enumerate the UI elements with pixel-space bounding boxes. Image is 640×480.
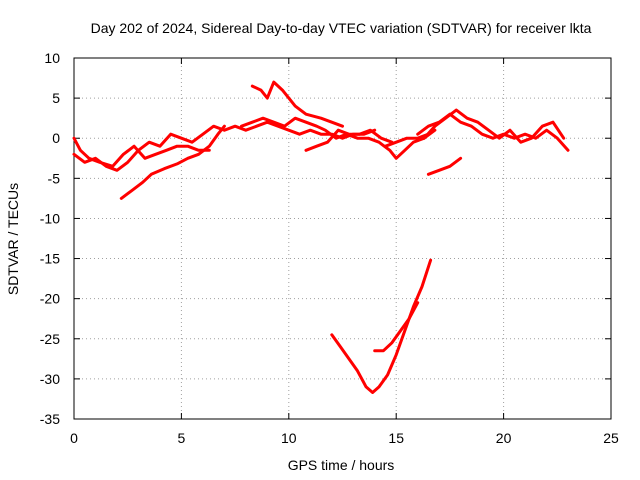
y-tick-label: 0	[52, 130, 60, 146]
series-layer	[72, 80, 570, 394]
x-tick-label: 10	[281, 430, 297, 446]
series-line-8	[373, 301, 420, 353]
y-tick-label: -30	[40, 371, 60, 387]
y-tick-labels: 10 5 0 -5 -10 -15 -20 -25 -30 -35	[40, 50, 60, 427]
series-line-12	[384, 132, 430, 148]
y-tick-label: -5	[48, 170, 61, 186]
series-line-1	[72, 120, 377, 172]
x-axis-label: GPS time / hours	[288, 457, 395, 473]
x-tick-label: 15	[388, 430, 404, 446]
axis-ticks	[73, 57, 612, 420]
y-tick-label: -35	[40, 411, 60, 427]
y-axis-label: SDTVAR / TECUs	[5, 183, 21, 295]
series-line-11	[426, 156, 463, 176]
series-line-7	[330, 258, 433, 394]
plot-frame	[73, 57, 612, 420]
chart-title: Day 202 of 2024, Sidereal Day-to-day VTE…	[91, 20, 592, 36]
x-tick-label: 5	[178, 430, 186, 446]
series-line-3	[119, 124, 226, 200]
series-line-4	[250, 80, 344, 128]
series-line-10	[422, 108, 566, 144]
x-tick-labels: 0 5 10 15 20 25	[70, 430, 619, 446]
series-line-6	[304, 128, 394, 152]
series-line-2	[72, 136, 211, 168]
grid	[74, 58, 611, 419]
y-tick-label: 5	[52, 90, 60, 106]
y-tick-label: -15	[40, 251, 60, 267]
y-tick-label: -20	[40, 291, 60, 307]
x-tick-label: 20	[496, 430, 512, 446]
y-tick-label: -10	[40, 210, 60, 226]
y-tick-label: 10	[44, 50, 60, 66]
y-tick-label: -25	[40, 331, 60, 347]
x-tick-label: 25	[603, 430, 619, 446]
x-tick-label: 0	[70, 430, 78, 446]
series-line-5	[240, 116, 437, 160]
